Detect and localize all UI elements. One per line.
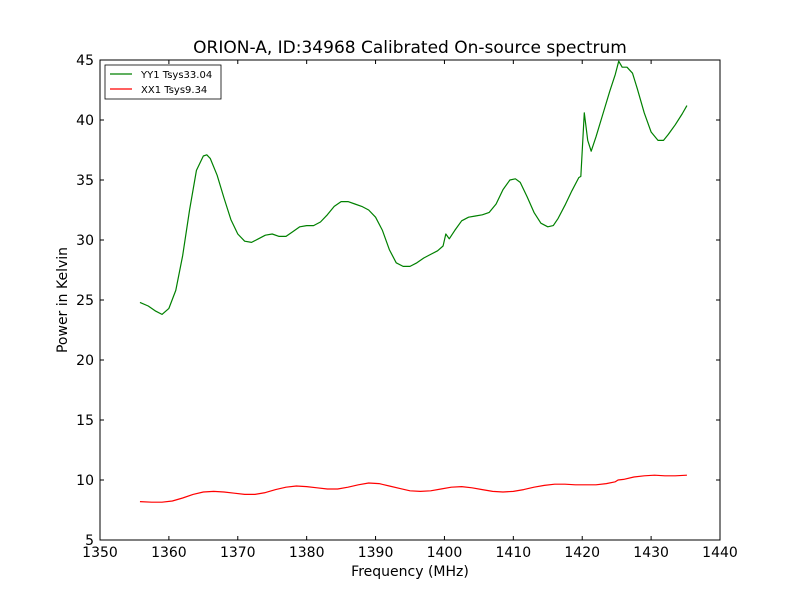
x-tick-label: 1380 [289,545,325,561]
x-axis-label: Frequency (MHz) [351,564,469,580]
legend-label-xx1: XX1 Tsys9.34 [141,85,207,96]
legend-box [104,64,222,100]
x-axis: 1350 1360 1370 1380 1390 1400 1410 1420 1430 1440 [82,60,738,561]
y-tick-label: 25 [76,293,94,309]
x-tick-label: 1370 [220,545,256,561]
series-layer [139,60,688,503]
y-tick-label: 15 [76,413,94,429]
y-tick-label: 35 [76,173,94,189]
series-line-xx1 [139,474,687,503]
y-tick-label: 40 [76,113,94,129]
y-tick-label: 5 [85,533,94,549]
y-tick-label: 20 [76,353,94,369]
y-tick-label: 45 [76,53,94,69]
chart-title: ORION-A, ID:34968 Calibrated On-source s… [193,38,627,58]
y-tick-label: 10 [76,473,94,489]
legend: YY1 Tsys33.04 XX1 Tsys9.34 [104,64,222,100]
x-tick-label: 1360 [151,545,187,561]
x-tick-label: 1390 [358,545,394,561]
x-tick-label: 1420 [564,545,600,561]
x-tick-label: 1400 [427,545,463,561]
x-tick-label: 1430 [633,545,669,561]
x-tick-label: 1350 [82,545,118,561]
x-tick-label: 1410 [496,545,532,561]
x-tick-label: 1440 [702,545,738,561]
y-tick-label: 30 [76,233,94,249]
legend-label-yy1: YY1 Tsys33.04 [140,70,212,81]
y-axis-label: Power in Kelvin [55,247,71,353]
series-line-yy1 [139,60,688,315]
y-axis: 5 10 15 20 25 30 35 40 45 [76,53,720,549]
